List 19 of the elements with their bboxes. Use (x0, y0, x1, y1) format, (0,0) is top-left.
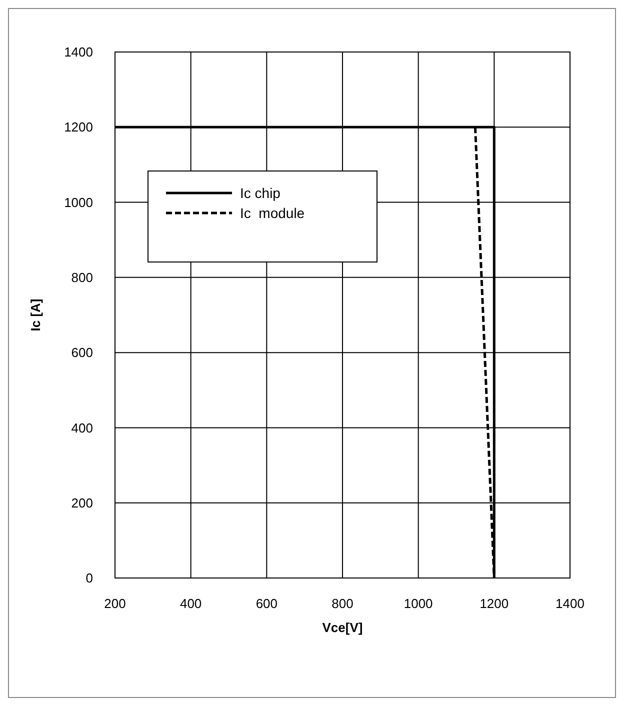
x-tick-label: 800 (332, 596, 354, 611)
x-axis-title: Vce[V] (322, 620, 363, 635)
x-tick-label: 400 (180, 596, 202, 611)
y-tick-label: 600 (71, 345, 93, 360)
y-tick-label: 800 (71, 270, 93, 285)
legend-label: Ic chip (240, 184, 281, 201)
x-tick-label: 600 (256, 596, 278, 611)
legend-label: Ic module (240, 204, 305, 221)
y-tick-label: 400 (71, 420, 93, 436)
x-tick-label: 1400 (556, 596, 584, 611)
y-axis-title: Ic [A] (28, 298, 43, 332)
y-tick-label: 1200 (64, 120, 93, 135)
x-tick-label: 200 (104, 596, 126, 611)
y-tick-label: 200 (71, 495, 93, 510)
y-tick-label: 0 (86, 570, 93, 586)
y-tick-label: 1000 (64, 194, 93, 210)
x-tick-label: 1000 (404, 596, 433, 611)
x-tick-label: 1200 (480, 596, 509, 611)
y-tick-label: 1400 (64, 44, 93, 60)
